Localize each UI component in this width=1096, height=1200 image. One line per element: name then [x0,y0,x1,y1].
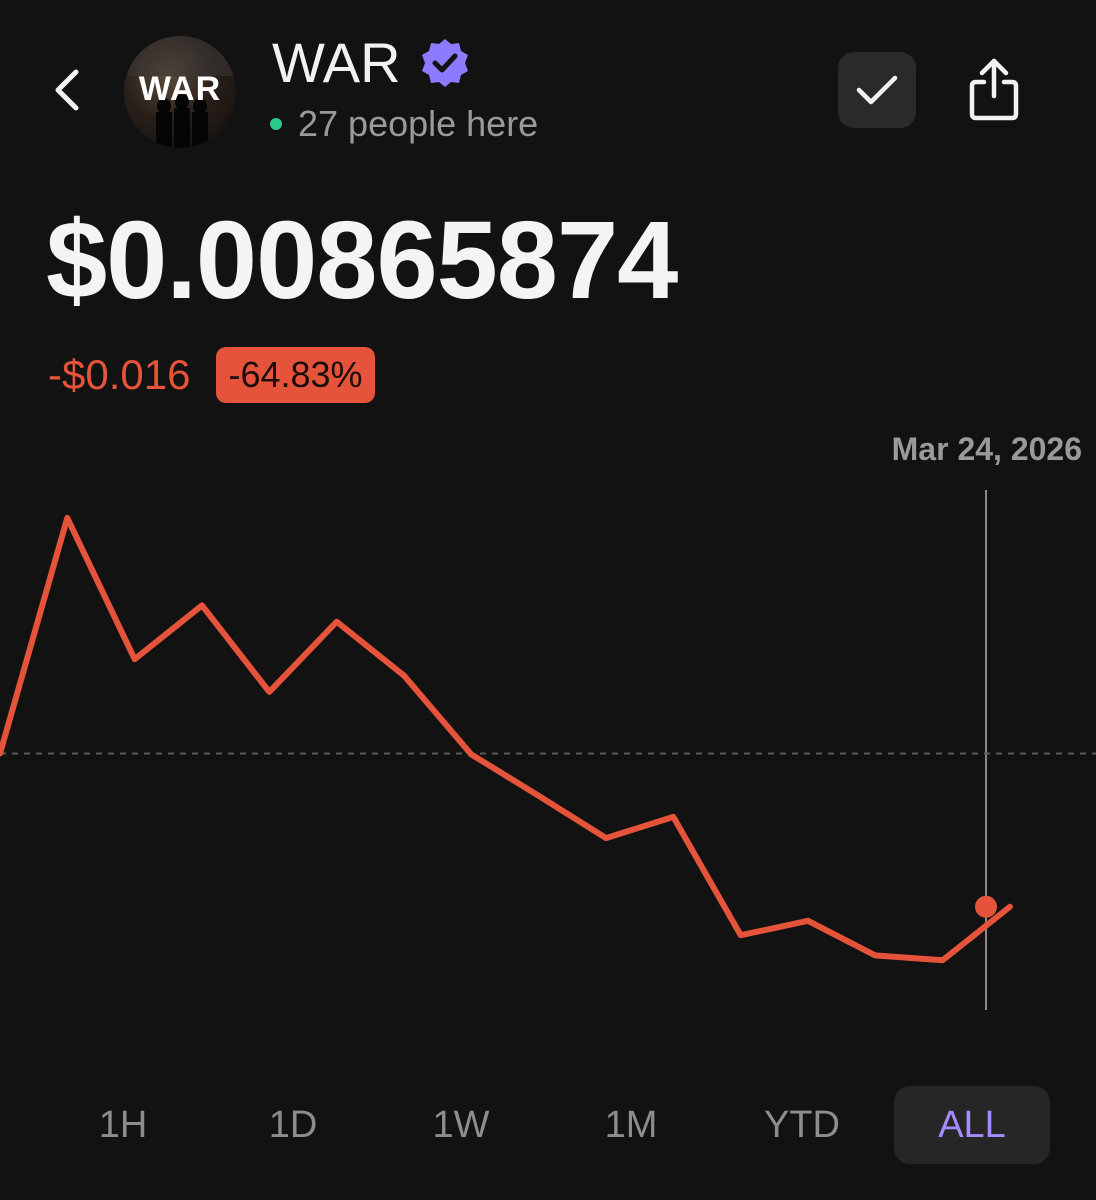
range-1d[interactable]: 1D [268,1103,318,1146]
title-row: WAR [272,32,471,94]
range-all[interactable]: ALL [894,1086,1050,1164]
back-button[interactable] [40,60,96,120]
share-button[interactable] [958,50,1030,128]
current-price: $0.00865874 [46,199,678,322]
range-ytd[interactable]: YTD [764,1103,840,1146]
presence-indicator: 27 people here [270,102,538,146]
page-title: WAR [272,31,401,94]
chart-current-point [975,895,997,918]
price-change-percent-badge: -64.83% [216,347,375,403]
chevron-left-icon [55,69,79,111]
avatar-logo-text: WAR [138,70,222,108]
chart-tooltip-date: Mar 24, 2026 [892,431,1082,467]
time-range-selector: 1H 1D 1W 1M YTD ALL [54,1086,1054,1166]
share-icon [969,58,1019,121]
online-dot-icon [270,118,282,130]
range-1m[interactable]: 1M [604,1103,658,1146]
range-1h[interactable]: 1H [98,1103,148,1146]
avatar: WAR [124,36,236,148]
price-change-absolute: -$0.016 [48,351,191,398]
avatar-silhouettes [124,36,236,148]
price-chart[interactable]: Mar 24, 2026 [0,420,1096,1040]
check-button[interactable] [838,52,916,128]
range-1w[interactable]: 1W [432,1103,490,1146]
verified-badge-icon [421,39,468,87]
checkmark-icon [856,75,898,105]
presence-count: 27 people here [298,103,539,144]
chart-price-line [0,514,1013,964]
price-change-row: -$0.016 -64.83% [48,346,375,404]
